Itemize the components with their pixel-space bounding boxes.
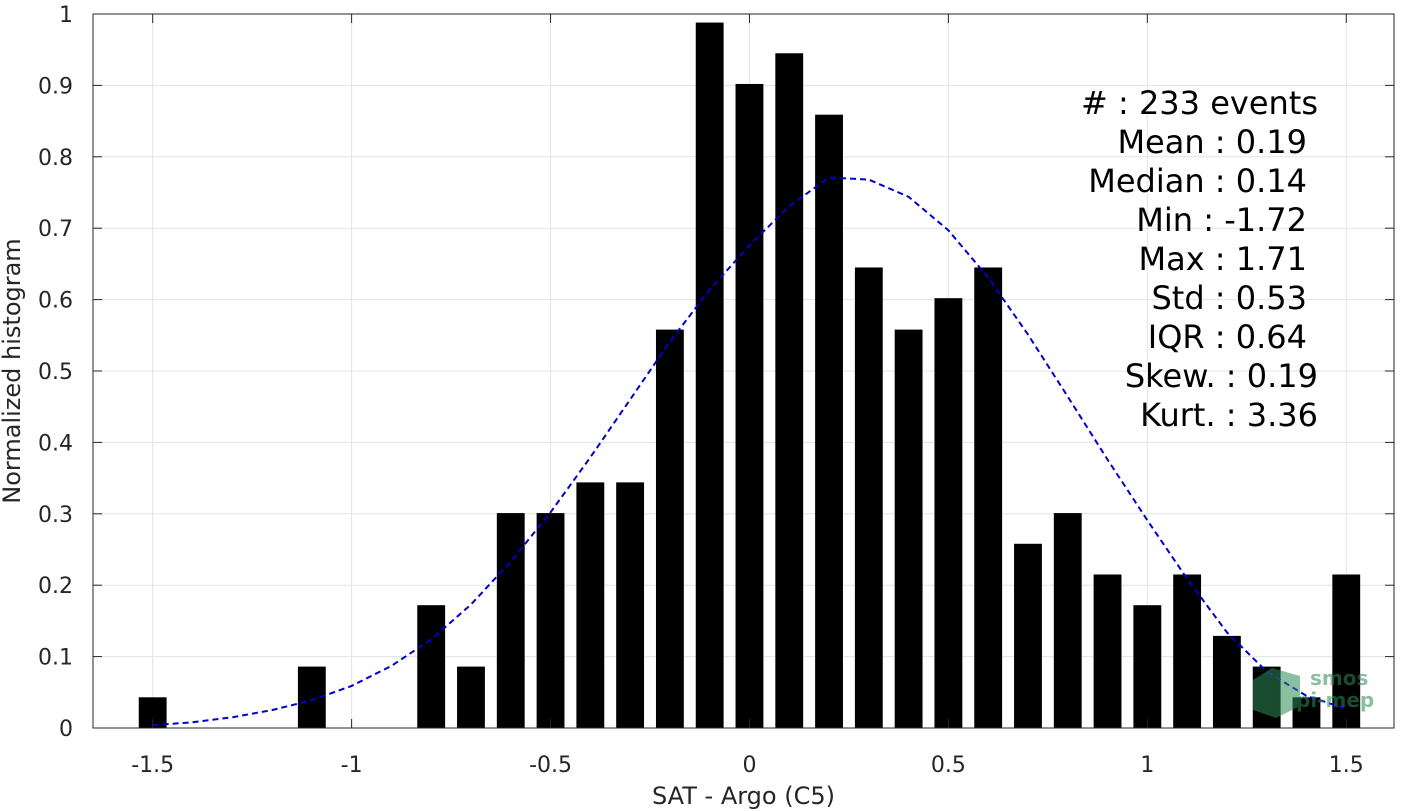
- histogram-bar: [735, 83, 764, 729]
- y-axis-label: Normalized histogram: [0, 238, 26, 503]
- histogram-bar: [894, 329, 923, 728]
- histogram-bar: [854, 267, 883, 728]
- histogram-bar: [1212, 635, 1241, 728]
- y-tick-label: 0.1: [38, 646, 73, 671]
- histogram-bar: [1173, 574, 1202, 728]
- histogram-bar: [1332, 574, 1361, 728]
- y-tick-labels: 0 0.1 0.2 0.3 0.4 0.5 0.6 0.7 0.8 0.9 1: [38, 3, 73, 742]
- stat-line: Kurt. : 3.36: [1140, 396, 1318, 434]
- y-tick-label: 0.7: [38, 217, 73, 242]
- x-tick-label: -1.5: [131, 753, 174, 778]
- x-tick-label: 0: [742, 753, 756, 778]
- histogram-bar: [1053, 513, 1082, 728]
- logo-text-pi-mep: pi-mep: [1296, 688, 1374, 712]
- y-tick-label: 1: [59, 3, 73, 28]
- histogram-bar: [1014, 543, 1042, 728]
- y-tick-label: 0.6: [38, 289, 73, 314]
- smos-pi-mep-logo: smos pi-mep: [1253, 666, 1374, 718]
- histogram-bar: [536, 513, 565, 728]
- logo-cube-icon: [1253, 668, 1300, 718]
- stat-line: Std : 0.53: [1151, 279, 1307, 317]
- histogram-bar: [655, 329, 684, 728]
- x-tick-label: 1: [1140, 753, 1154, 778]
- histogram-bar: [934, 298, 963, 728]
- histogram-bar: [974, 267, 1003, 728]
- x-tick-label: -0.5: [529, 753, 572, 778]
- x-tick-labels: -1.5 -1 -0.5 0 0.5 1 1.5: [131, 753, 1364, 778]
- x-tick-label: 1.5: [1329, 753, 1364, 778]
- logo-text-smos: smos: [1310, 666, 1368, 690]
- histogram-bar: [1133, 605, 1162, 728]
- stat-line: Median : 0.14: [1088, 162, 1307, 200]
- histogram-bar: [457, 666, 485, 728]
- histogram-bar: [496, 513, 525, 728]
- x-axis-label: SAT - Argo (C5): [652, 782, 835, 810]
- x-tick-label: 0.5: [931, 753, 966, 778]
- histogram-bar: [576, 482, 605, 728]
- histogram-bar: [1093, 574, 1122, 728]
- stat-line: # : 233 events: [1081, 84, 1318, 122]
- histogram-bar: [417, 605, 446, 728]
- histogram-bar: [616, 482, 645, 728]
- stat-line: IQR : 0.64: [1148, 318, 1307, 356]
- y-tick-label: 0.9: [38, 74, 73, 99]
- axis-ticks: [93, 13, 1394, 729]
- x-tick-label: -1: [341, 753, 363, 778]
- stat-line: Min : -1.72: [1136, 201, 1307, 239]
- histogram-bar: [695, 22, 724, 729]
- y-tick-label: 0.4: [38, 431, 73, 456]
- stat-line: Mean : 0.19: [1117, 123, 1307, 161]
- stat-line: Max : 1.71: [1138, 240, 1307, 278]
- histogram-bar: [775, 53, 804, 728]
- stat-line: Skew. : 0.19: [1125, 357, 1318, 395]
- y-tick-label: 0.8: [38, 146, 73, 171]
- y-tick-label: 0.3: [38, 503, 73, 528]
- y-tick-label: 0: [59, 717, 73, 742]
- histogram-bar: [815, 114, 843, 728]
- y-tick-label: 0.2: [38, 574, 73, 599]
- normal-fit-curve: [152, 176, 1347, 727]
- y-tick-label: 0.5: [38, 360, 73, 385]
